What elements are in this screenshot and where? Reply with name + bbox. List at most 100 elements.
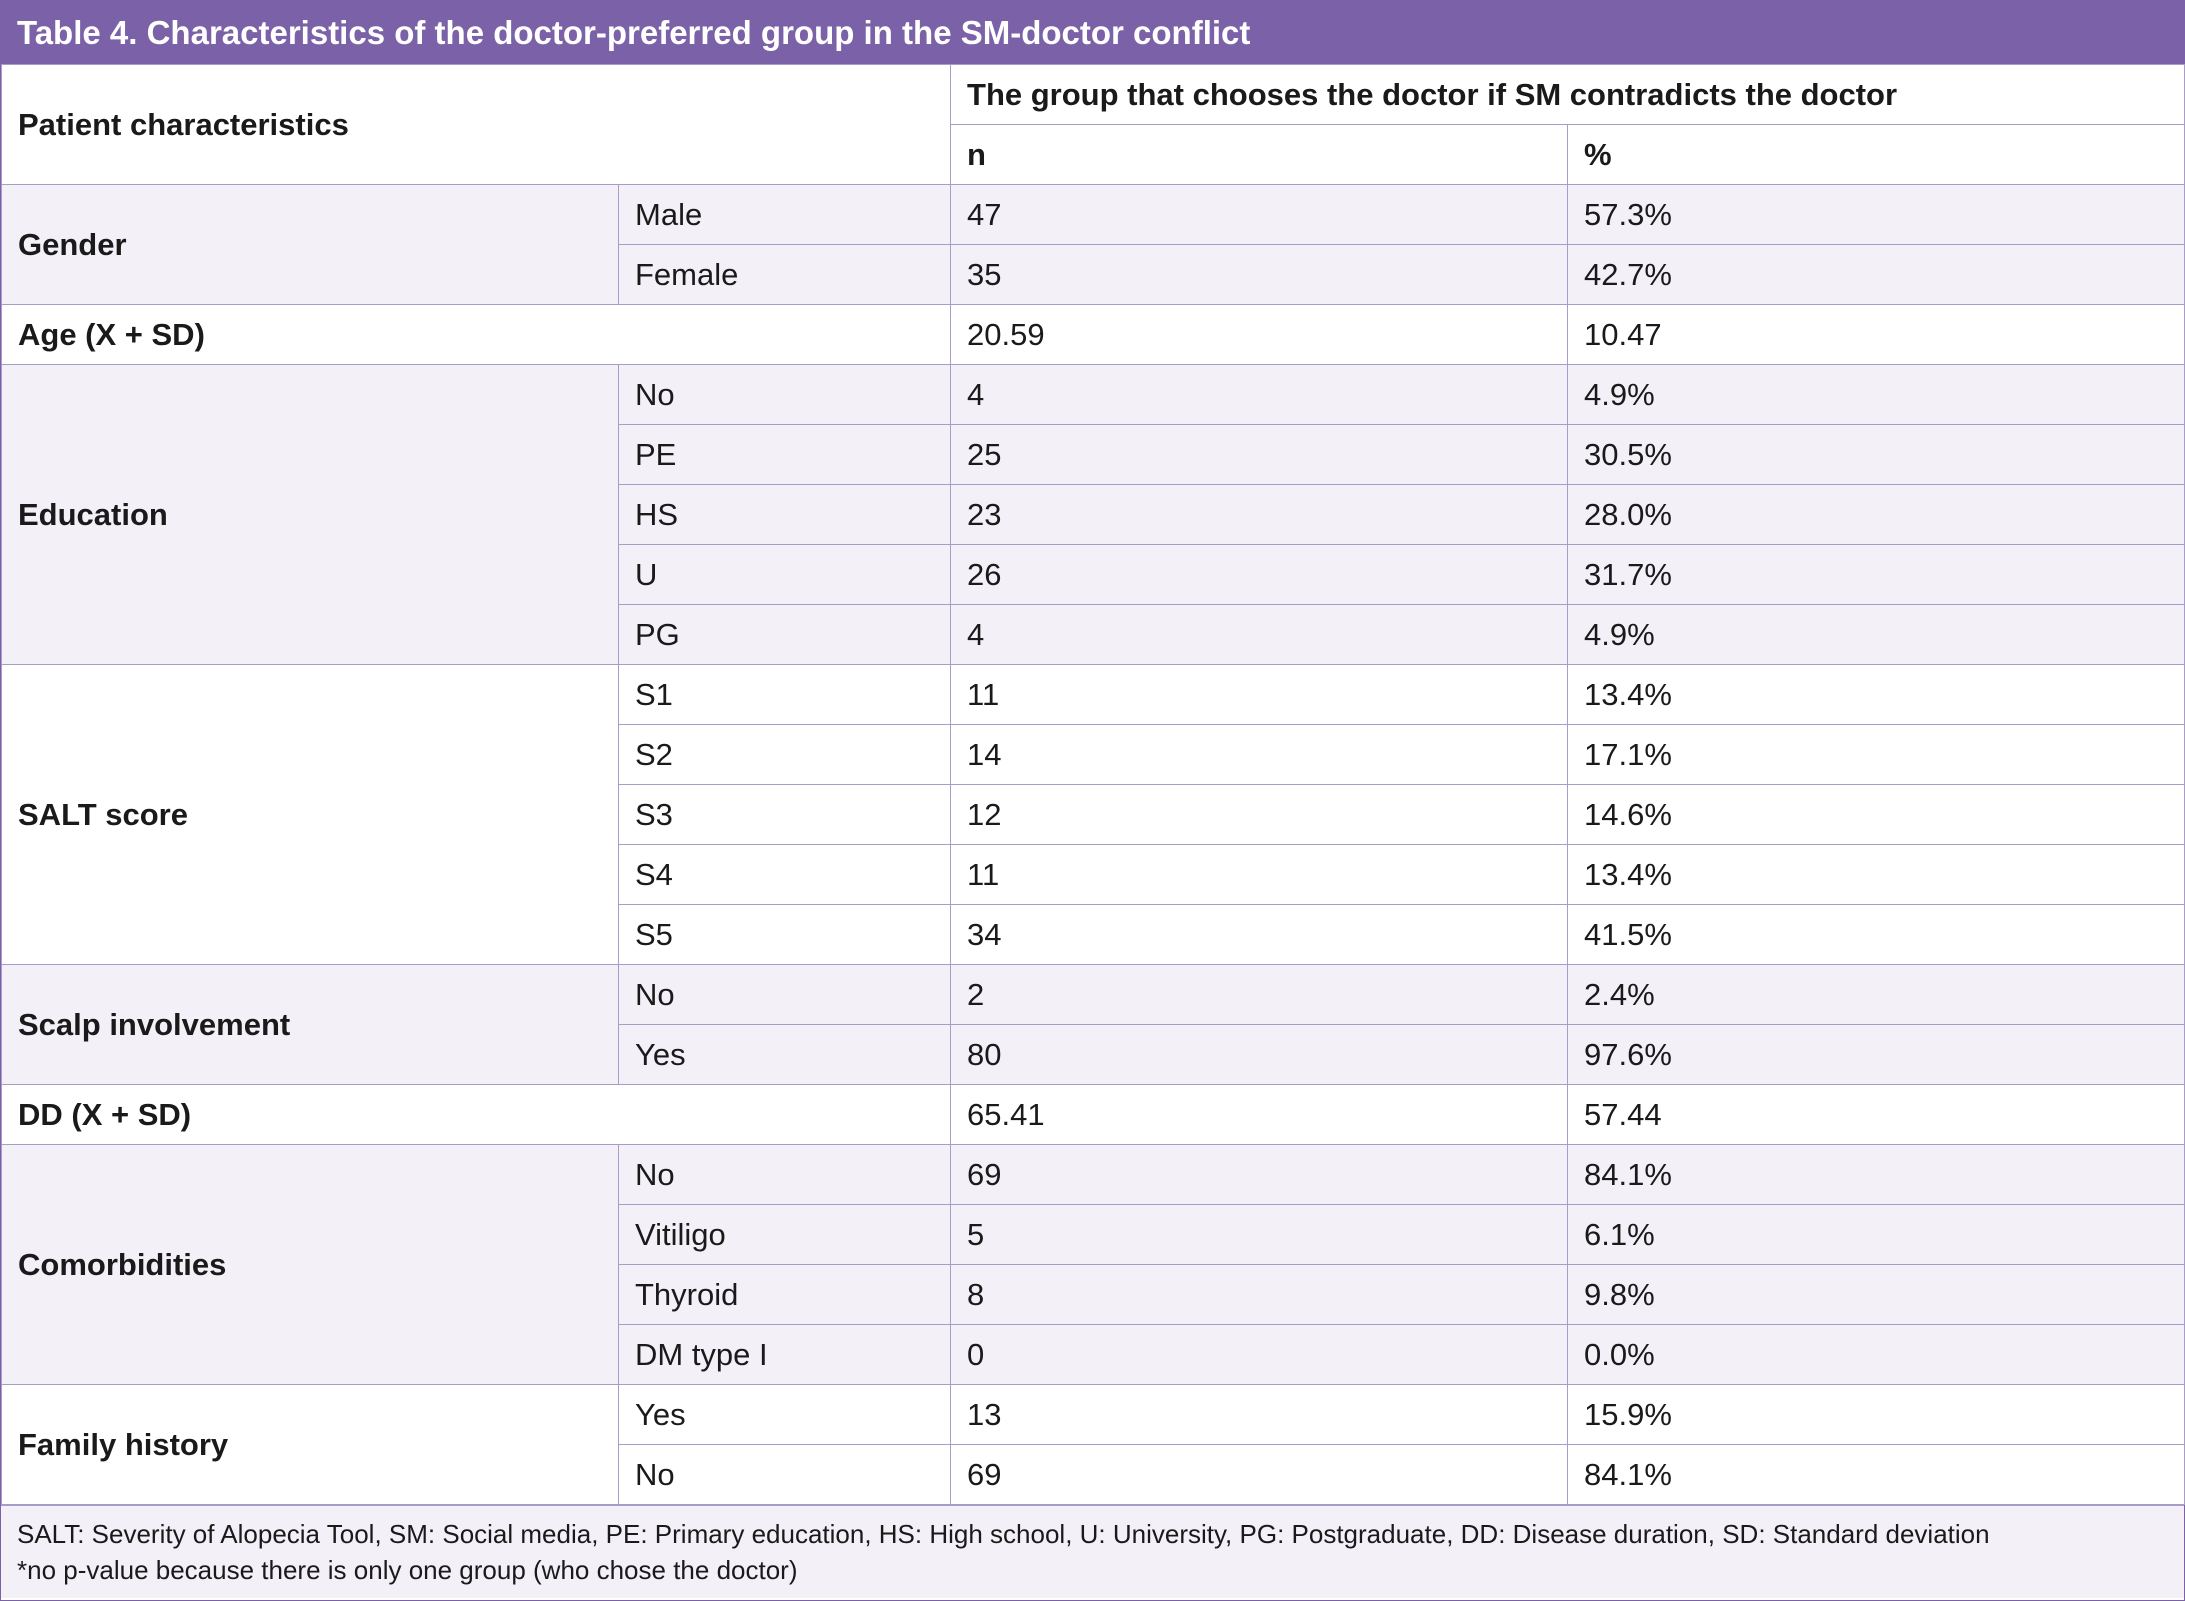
table-row: DM type I 0 0.0%	[2, 1324, 2185, 1385]
table-row: S4 11 13.4%	[2, 844, 2185, 905]
table-row: Comorbidities No 69 84.1%	[1, 1144, 2185, 1385]
count-cell: 20.59	[950, 304, 1569, 365]
table-row: Yes 80 97.6%	[2, 1024, 2185, 1085]
percent-cell: 42.7%	[1567, 244, 2185, 305]
percent-cell: 10.47	[1567, 304, 2185, 365]
count-cell: 26	[950, 544, 1569, 605]
percent-cell: 9.8%	[1567, 1264, 2185, 1325]
percent-cell: 0.0%	[1567, 1324, 2185, 1385]
table-row: HS 23 28.0%	[2, 484, 2185, 545]
count-cell: 4	[950, 364, 1569, 425]
count-cell: 11	[950, 844, 1569, 905]
subgroup-label: S2	[617, 724, 952, 785]
percent-cell: 57.44	[1567, 1084, 2185, 1145]
percent-cell: 41.5%	[1567, 904, 2185, 965]
group-label: Gender	[1, 184, 619, 305]
count-cell: 13	[950, 1384, 1569, 1445]
percent-cell: 4.9%	[1567, 364, 2185, 425]
count-cell: 65.41	[950, 1084, 1569, 1145]
subgroup-label: Male	[617, 184, 952, 245]
count-cell: 5	[950, 1204, 1569, 1265]
footnote: SALT: Severity of Alopecia Tool, SM: Soc…	[17, 1519, 1990, 1549]
subgroup-label: PG	[617, 604, 952, 665]
subgroup-label: Thyroid	[617, 1264, 952, 1325]
subgroup-label: U	[617, 544, 952, 605]
count-cell: 8	[950, 1264, 1569, 1325]
count-cell: 23	[950, 484, 1569, 545]
subgroup-label: Vitiligo	[617, 1204, 952, 1265]
percent-cell: 30.5%	[1567, 424, 2185, 485]
count-cell: 12	[950, 784, 1569, 845]
subgroup-label: No	[617, 964, 952, 1025]
header-row: n %	[2, 124, 2185, 185]
group-label: Education	[1, 364, 619, 665]
subgroup-label: HS	[617, 484, 952, 545]
percent-cell: 14.6%	[1567, 784, 2185, 845]
subgroup-label: DM type I	[617, 1324, 952, 1385]
percent-cell: 4.9%	[1567, 604, 2185, 665]
count-cell: 11	[950, 664, 1569, 725]
subgroup-label: Female	[617, 244, 952, 305]
subgroup-label: S5	[617, 904, 952, 965]
subgroup-label: S1	[617, 664, 952, 725]
percent-cell: 13.4%	[1567, 664, 2185, 725]
table-row: DD (X + SD) 65.41 57.44	[0, 1084, 2185, 1145]
header-row: Patient characteristics The group that c…	[0, 64, 2185, 185]
table-row: No 69 84.1%	[2, 1444, 2185, 1505]
table-row: Scalp involvement No 2 2.4%	[1, 964, 2185, 1085]
table-row: Education No 4 4.9%	[1, 364, 2185, 665]
subgroup-label: No	[617, 1444, 952, 1505]
group-label: Family history	[1, 1384, 619, 1505]
table-row: Gender Male 47 57.3%	[1, 184, 2185, 305]
count-cell: 34	[950, 904, 1569, 965]
group-label: Scalp involvement	[1, 964, 619, 1085]
percent-cell: 2.4%	[1567, 964, 2185, 1025]
table-row: U 26 31.7%	[2, 544, 2185, 605]
subgroup-label: PE	[617, 424, 952, 485]
count-cell: 14	[950, 724, 1569, 785]
count-cell: 25	[950, 424, 1569, 485]
count-cell: 35	[950, 244, 1569, 305]
count-cell: 80	[950, 1024, 1569, 1085]
count-cell: 69	[950, 1144, 1569, 1205]
percent-cell: 28.0%	[1567, 484, 2185, 545]
percent-cell: 84.1%	[1567, 1144, 2185, 1205]
percent-cell: 84.1%	[1567, 1444, 2185, 1505]
table-footer: SALT: Severity of Alopecia Tool, SM: Soc…	[1, 1505, 2184, 1598]
group-label: Age (X + SD)	[0, 304, 952, 365]
count-cell: 69	[950, 1444, 1569, 1505]
data-table: Patient characteristics The group that c…	[0, 64, 2185, 1505]
subgroup-label: No	[617, 364, 952, 425]
count-cell: 2	[950, 964, 1569, 1025]
count-cell: 0	[950, 1324, 1569, 1385]
table-row: PG 4 4.9%	[2, 604, 2185, 665]
count-cell: 47	[950, 184, 1569, 245]
header-cell: n	[950, 124, 1569, 185]
percent-cell: 6.1%	[1567, 1204, 2185, 1265]
count-cell: 4	[950, 604, 1569, 665]
percent-cell: 97.6%	[1567, 1024, 2185, 1085]
percent-cell: 31.7%	[1567, 544, 2185, 605]
table-row: Female 35 42.7%	[2, 244, 2185, 305]
subgroup-label: Yes	[617, 1384, 952, 1445]
percent-cell: 13.4%	[1567, 844, 2185, 905]
table-row: S2 14 17.1%	[2, 724, 2185, 785]
footnote: *no p-value because there is only one gr…	[17, 1555, 798, 1585]
header-cell: %	[1567, 124, 2185, 185]
subgroup-label: Yes	[617, 1024, 952, 1085]
percent-cell: 17.1%	[1567, 724, 2185, 785]
group-label: DD (X + SD)	[0, 1084, 952, 1145]
table-row: S3 12 14.6%	[2, 784, 2185, 845]
table-row: Age (X + SD) 20.59 10.47	[0, 304, 2185, 365]
percent-cell: 15.9%	[1567, 1384, 2185, 1445]
percent-cell: 57.3%	[1567, 184, 2185, 245]
subgroup-label: S3	[617, 784, 952, 845]
table-row: Thyroid 8 9.8%	[2, 1264, 2185, 1325]
header-cell: The group that chooses the doctor if SM …	[950, 64, 2185, 125]
table-body: Gender Male 47 57.3% Female 35 42.7% Age (X + S…	[0, 184, 2185, 1505]
table-row: Vitiligo 5 6.1%	[2, 1204, 2185, 1265]
header-cell: Patient characteristics	[0, 64, 952, 185]
group-label: Comorbidities	[1, 1144, 619, 1385]
table-row: SALT score S1 11 13.4%	[1, 664, 2185, 965]
